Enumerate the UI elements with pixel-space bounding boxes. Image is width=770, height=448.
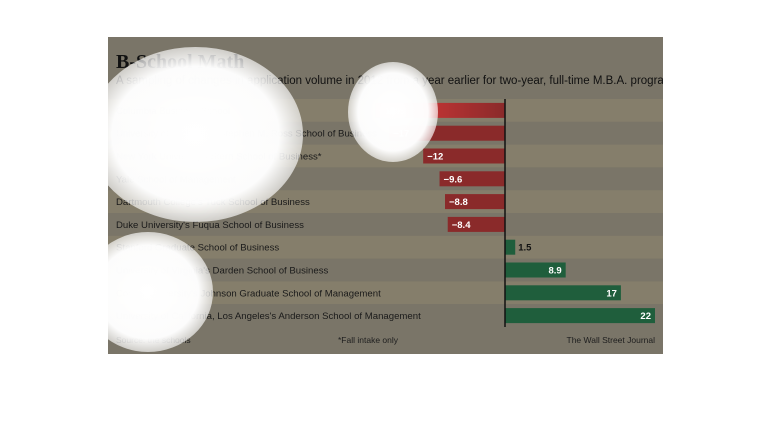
bar xyxy=(505,239,516,255)
bar xyxy=(505,308,655,324)
value-label: −19% xyxy=(379,106,404,117)
bar xyxy=(505,262,566,278)
value-label: −17 xyxy=(393,129,409,140)
category-label: Duke University's Fuqua School of Busine… xyxy=(116,220,304,231)
category-label: University of Virginia's Darden School o… xyxy=(116,266,328,277)
bar xyxy=(445,194,505,210)
category-label: Yale School of Management xyxy=(116,174,236,185)
footnote: *Fall intake only xyxy=(338,335,399,345)
category-label: Cornell University's Johnson Graduate Sc… xyxy=(116,288,381,299)
chart-graphic: B-School Math A sampling of changes in a… xyxy=(108,37,663,354)
category-label: Stanford Graduate School of Business xyxy=(116,243,279,254)
value-label: 1.5 xyxy=(518,243,532,254)
bar xyxy=(439,171,505,187)
value-label: −9.6 xyxy=(444,174,463,185)
bar xyxy=(447,216,505,232)
value-label: −8.8 xyxy=(449,197,468,208)
category-label: New York University's Stern School of Bu… xyxy=(116,152,322,163)
publisher-credit: The Wall Street Journal xyxy=(566,335,656,345)
value-label: 22 xyxy=(640,311,651,322)
value-label: 8.9 xyxy=(548,266,561,277)
category-label: Dartmouth College's Tuck School of Busin… xyxy=(116,197,310,208)
value-label: −8.4 xyxy=(452,220,471,231)
source-note: Source: the schools xyxy=(116,335,191,345)
row-band xyxy=(108,235,663,259)
category-label: Columbia Business School xyxy=(116,106,230,117)
value-label: 17 xyxy=(606,288,617,299)
category-label: University of Michigan's Stephen M. Ross… xyxy=(116,129,377,140)
bar xyxy=(505,285,621,301)
category-label: University of California, Los Angeles's … xyxy=(116,311,421,322)
bar xyxy=(423,148,505,164)
value-label: −12 xyxy=(427,152,443,163)
bar-chart: Columbia Business School −19% University o… xyxy=(108,99,663,327)
